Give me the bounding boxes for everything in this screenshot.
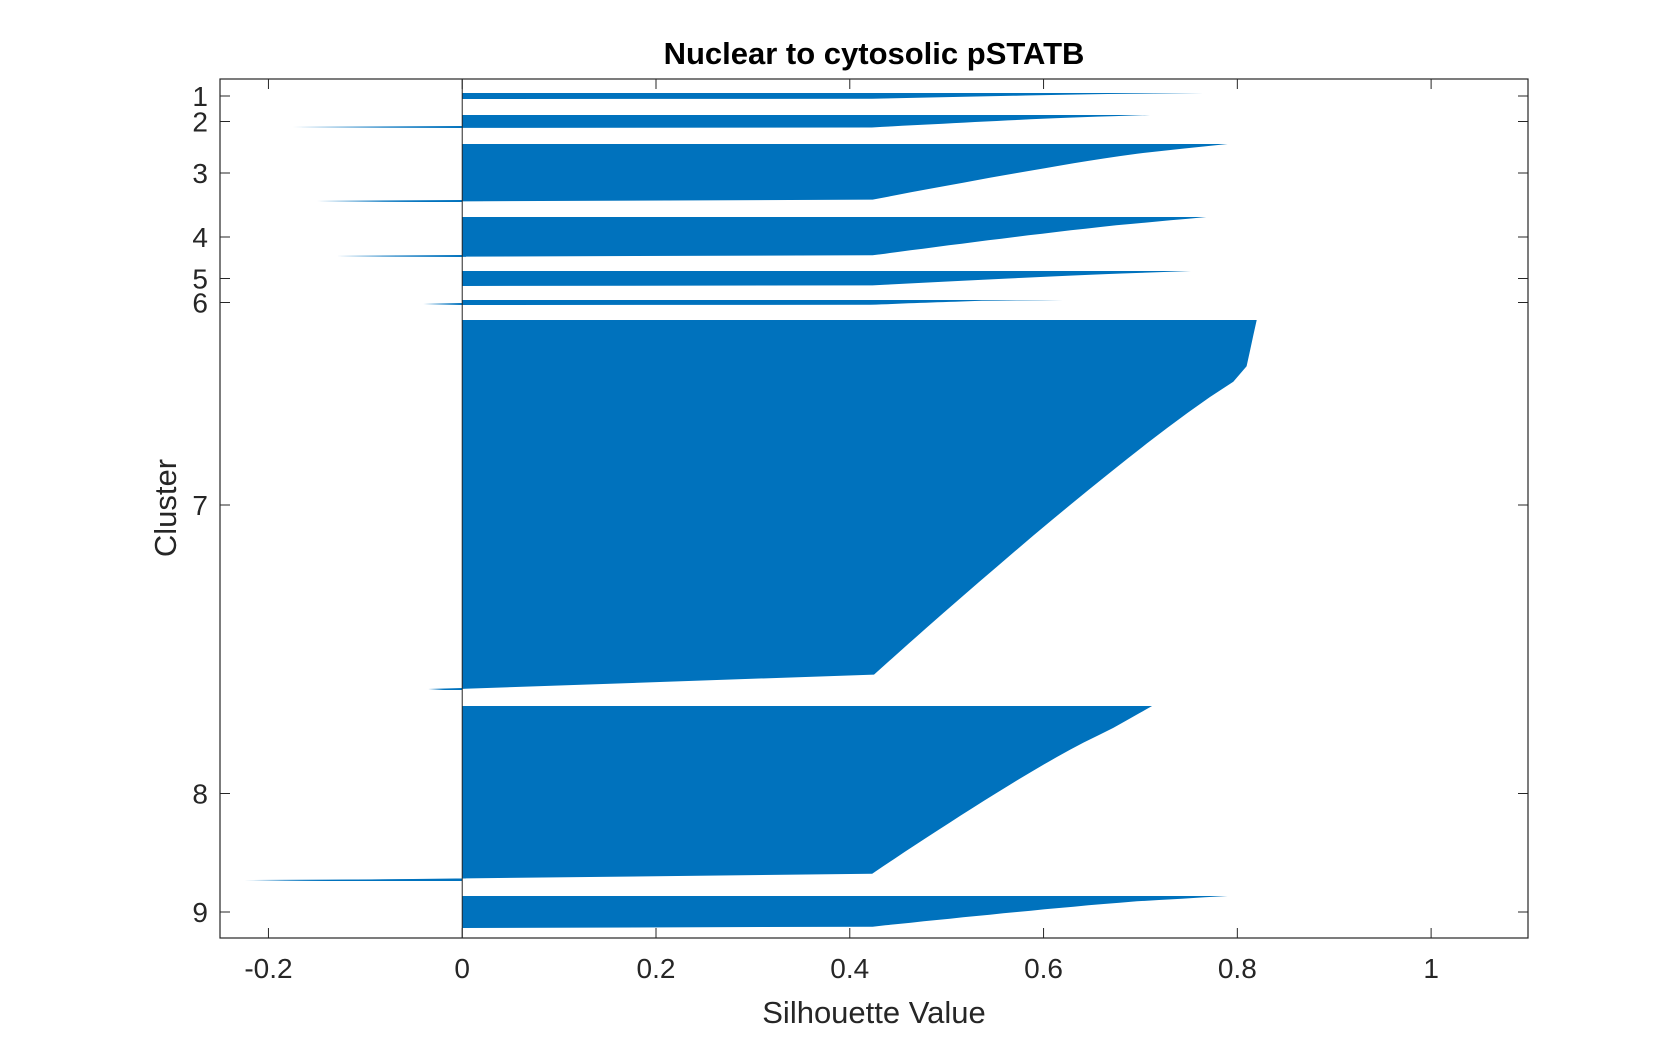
cluster-bar-3 [316,144,1228,202]
x-tick-label: 1 [1423,953,1439,984]
cluster-bar-9 [462,896,1228,928]
y-tick-label: 6 [192,288,208,319]
x-tick-label: -0.2 [244,953,292,984]
negative-tail-7 [428,688,463,690]
cluster-bar-1 [462,93,1204,99]
cluster-bar-8 [244,706,1153,881]
cluster-bar-7 [428,320,1257,690]
negative-tail-8 [244,879,463,881]
chart-title: Nuclear to cytosolic pSTATB [664,36,1085,71]
negative-tail-2 [292,126,463,128]
axes-box [219,78,1529,939]
negative-tail-4 [336,255,463,257]
cluster-bar-6 [423,300,1063,305]
negative-tail-3 [316,200,463,202]
y-tick-label: 4 [192,222,208,253]
x-axis-label: Silhouette Value [762,995,985,1030]
y-tick-label: 9 [192,897,208,928]
y-tick-label: 7 [192,490,208,521]
x-tick-label: 0.8 [1218,953,1257,984]
cluster-bar-5 [462,271,1191,286]
y-tick-label: 8 [192,779,208,810]
y-tick-label: 1 [192,81,208,112]
y-axis-label: Cluster [148,459,183,557]
bar-group [244,79,1257,938]
cluster-bar-2 [292,115,1151,128]
x-tick-label: 0.4 [830,953,869,984]
y-tick-label: 2 [192,107,208,138]
x-axis: -0.2 0 0.2 0.4 0.6 0.8 1 [244,79,1439,984]
x-tick-label: 0.2 [637,953,676,984]
x-tick-label: 0.6 [1024,953,1063,984]
negative-tail-6 [423,303,463,305]
y-tick-label: 5 [192,264,208,295]
x-tick-label: 0 [454,953,470,984]
y-tick-label: 3 [192,158,208,189]
cluster-bar-4 [336,217,1207,257]
